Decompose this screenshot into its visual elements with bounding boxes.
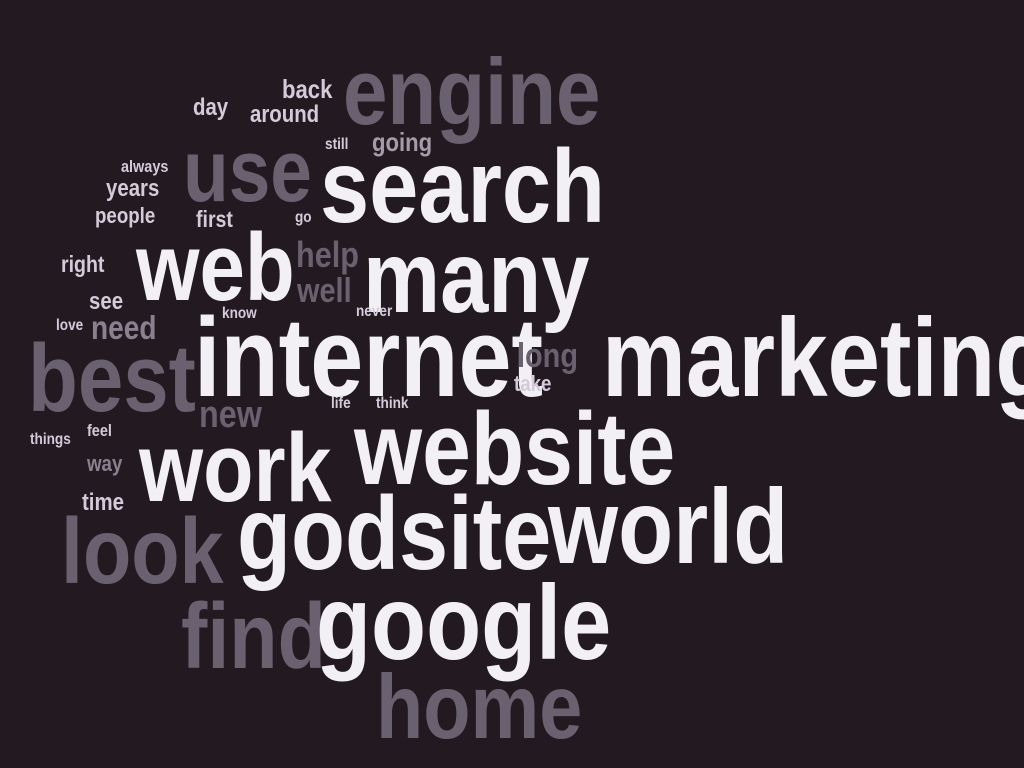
word-first: first — [196, 206, 233, 232]
word-think: think — [376, 395, 409, 412]
word-long: long — [517, 337, 579, 375]
word-many: many — [363, 220, 590, 334]
word-see: see — [89, 288, 124, 315]
word-go: go — [295, 209, 312, 226]
word-back: back — [282, 74, 333, 104]
word-love: love — [56, 317, 84, 334]
word-right: right — [61, 251, 105, 277]
word-look: look — [61, 499, 224, 603]
word-things: things — [30, 431, 71, 448]
word-around: around — [250, 101, 320, 128]
word-years: years — [106, 175, 160, 202]
word-day: day — [193, 94, 229, 121]
word-feel: feel — [87, 421, 112, 440]
word-web: web — [136, 214, 295, 321]
word-still: still — [325, 136, 349, 153]
word-search: search — [320, 129, 606, 245]
word-time: time — [82, 489, 124, 516]
word-well: well — [297, 272, 352, 310]
word-google: google — [316, 564, 612, 682]
word-find: find — [181, 584, 326, 688]
word-never: never — [356, 303, 393, 320]
word-take: take — [514, 371, 552, 396]
word-people: people — [95, 203, 156, 228]
word-always: always — [121, 157, 169, 176]
word-life: life — [331, 395, 351, 412]
word-engine: engine — [343, 39, 601, 144]
word-help: help — [296, 234, 359, 275]
word-godsite: godsite — [237, 476, 552, 592]
word-world: world — [548, 468, 789, 586]
word-use: use — [183, 121, 312, 220]
word-marketing: marketing — [602, 296, 1024, 420]
word-internet: internet — [194, 295, 544, 420]
word-website: website — [354, 391, 676, 506]
word-work: work — [139, 413, 332, 522]
word-going: going — [372, 127, 433, 157]
word-best: best — [28, 325, 196, 432]
word-home: home — [376, 657, 583, 758]
word-way: way — [87, 451, 123, 476]
word-new: new — [199, 394, 262, 436]
word-know: know — [222, 305, 257, 322]
word-need: need — [91, 309, 157, 346]
